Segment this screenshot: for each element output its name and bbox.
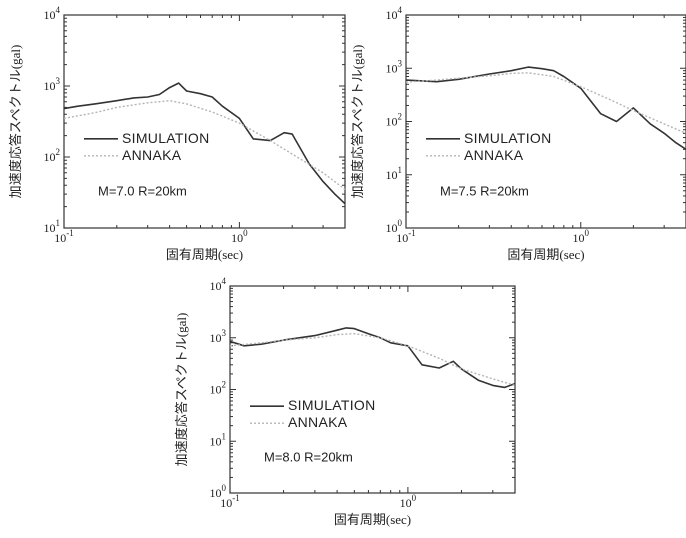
series-line-simulation [405, 66, 686, 150]
y-tick-label-base: 10 [386, 8, 398, 22]
y-tick-label: 104 [44, 5, 61, 22]
x-axis-label: 固有周期(sec) [334, 512, 411, 527]
x-axis-label: 固有周期(sec) [507, 247, 584, 262]
y-tick-label-base: 10 [44, 8, 56, 22]
x-tick-label: 10-1 [54, 228, 74, 245]
x-tick-label: 100 [231, 228, 248, 245]
y-tick-label: 100 [210, 483, 227, 500]
series-line-simulation [229, 327, 516, 389]
x-tick-label-base: 10 [400, 496, 412, 510]
x-tick-label-base: 10 [220, 496, 232, 510]
y-tick-label-exp: 2 [398, 112, 403, 122]
y-axis-label: 加速度応答スペクトル(gal) [8, 45, 23, 199]
x-tick-label: 10-1 [396, 228, 416, 245]
series-line-annaka [405, 72, 686, 134]
magnitude-distance-annotation: M=7.5 R=20km [440, 184, 529, 199]
x-tick-label-exp: 0 [243, 228, 248, 238]
y-tick-label-exp: 3 [222, 328, 227, 338]
y-tick-label-base: 10 [210, 434, 222, 448]
y-tick-label-exp: 4 [398, 5, 403, 15]
y-tick-label-exp: 2 [56, 147, 61, 157]
y-axis-label: 加速度応答スペクトル(gal) [174, 313, 189, 467]
magnitude-distance-annotation: M=8.0 R=20km [264, 450, 353, 465]
x-tick-label-exp: -1 [66, 228, 74, 238]
x-tick-label: 100 [400, 493, 417, 510]
y-tick-label: 102 [210, 380, 227, 397]
x-axis-label: 固有周期(sec) [166, 247, 243, 262]
x-tick-label: 10-1 [220, 493, 240, 510]
y-tick-label-exp: 1 [56, 218, 61, 228]
y-tick-label-base: 10 [44, 79, 56, 93]
x-tick-label: 100 [573, 228, 590, 245]
y-tick-label-base: 10 [386, 221, 398, 235]
y-tick-label-base: 10 [210, 486, 222, 500]
y-tick-label-base: 10 [210, 331, 222, 345]
legend-label-annaka: ANNAKA [288, 414, 348, 430]
y-tick-label-exp: 2 [222, 380, 227, 390]
legend-label-annaka: ANNAKA [464, 147, 524, 163]
x-tick-label-base: 10 [396, 231, 408, 245]
y-tick-label: 100 [386, 218, 403, 235]
x-tick-label-exp: 0 [585, 228, 590, 238]
y-tick-label-base: 10 [210, 383, 222, 397]
x-tick-label-base: 10 [54, 231, 66, 245]
legend-label-simulation: SIMULATION [122, 130, 210, 146]
y-tick-label-base: 10 [386, 168, 398, 182]
y-tick-label-base: 10 [44, 221, 56, 235]
y-tick-label-base: 10 [386, 61, 398, 75]
plot-frame-1 [63, 14, 346, 229]
y-tick-label: 101 [210, 431, 227, 448]
legend-label-simulation: SIMULATION [464, 130, 552, 146]
y-tick-label: 104 [210, 276, 227, 293]
y-tick-label: 103 [386, 58, 403, 75]
y-tick-label: 103 [210, 328, 227, 345]
y-tick-label-exp: 0 [398, 218, 403, 228]
y-tick-label-exp: 4 [222, 276, 227, 286]
legend-label-simulation: SIMULATION [288, 397, 376, 413]
y-tick-label-base: 10 [44, 150, 56, 164]
y-tick-label-exp: 3 [398, 58, 403, 68]
y-tick-label-exp: 4 [56, 5, 61, 15]
x-tick-label-exp: 0 [412, 493, 417, 503]
y-tick-label-base: 10 [210, 279, 222, 293]
magnitude-distance-annotation: M=7.0 R=20km [98, 184, 187, 199]
y-tick-label-exp: 1 [222, 431, 227, 441]
y-tick-label: 104 [386, 5, 403, 22]
x-tick-label-base: 10 [573, 231, 585, 245]
y-tick-label-exp: 0 [222, 483, 227, 493]
series-line-simulation [63, 82, 346, 205]
y-tick-label: 101 [44, 218, 61, 235]
series-line-annaka [63, 99, 346, 190]
y-tick-label-base: 10 [386, 115, 398, 129]
legend-label-annaka: ANNAKA [122, 147, 182, 163]
x-tick-label-exp: -1 [232, 493, 240, 503]
y-tick-label-exp: 3 [56, 76, 61, 86]
y-tick-label: 102 [386, 112, 403, 129]
x-tick-label-base: 10 [231, 231, 243, 245]
y-axis-label: 加速度応答スペクトル(gal) [350, 45, 365, 199]
y-tick-label: 101 [386, 165, 403, 182]
x-tick-label-exp: -1 [408, 228, 416, 238]
y-tick-label-exp: 1 [398, 165, 403, 175]
y-tick-label: 102 [44, 147, 61, 164]
y-tick-label: 103 [44, 76, 61, 93]
